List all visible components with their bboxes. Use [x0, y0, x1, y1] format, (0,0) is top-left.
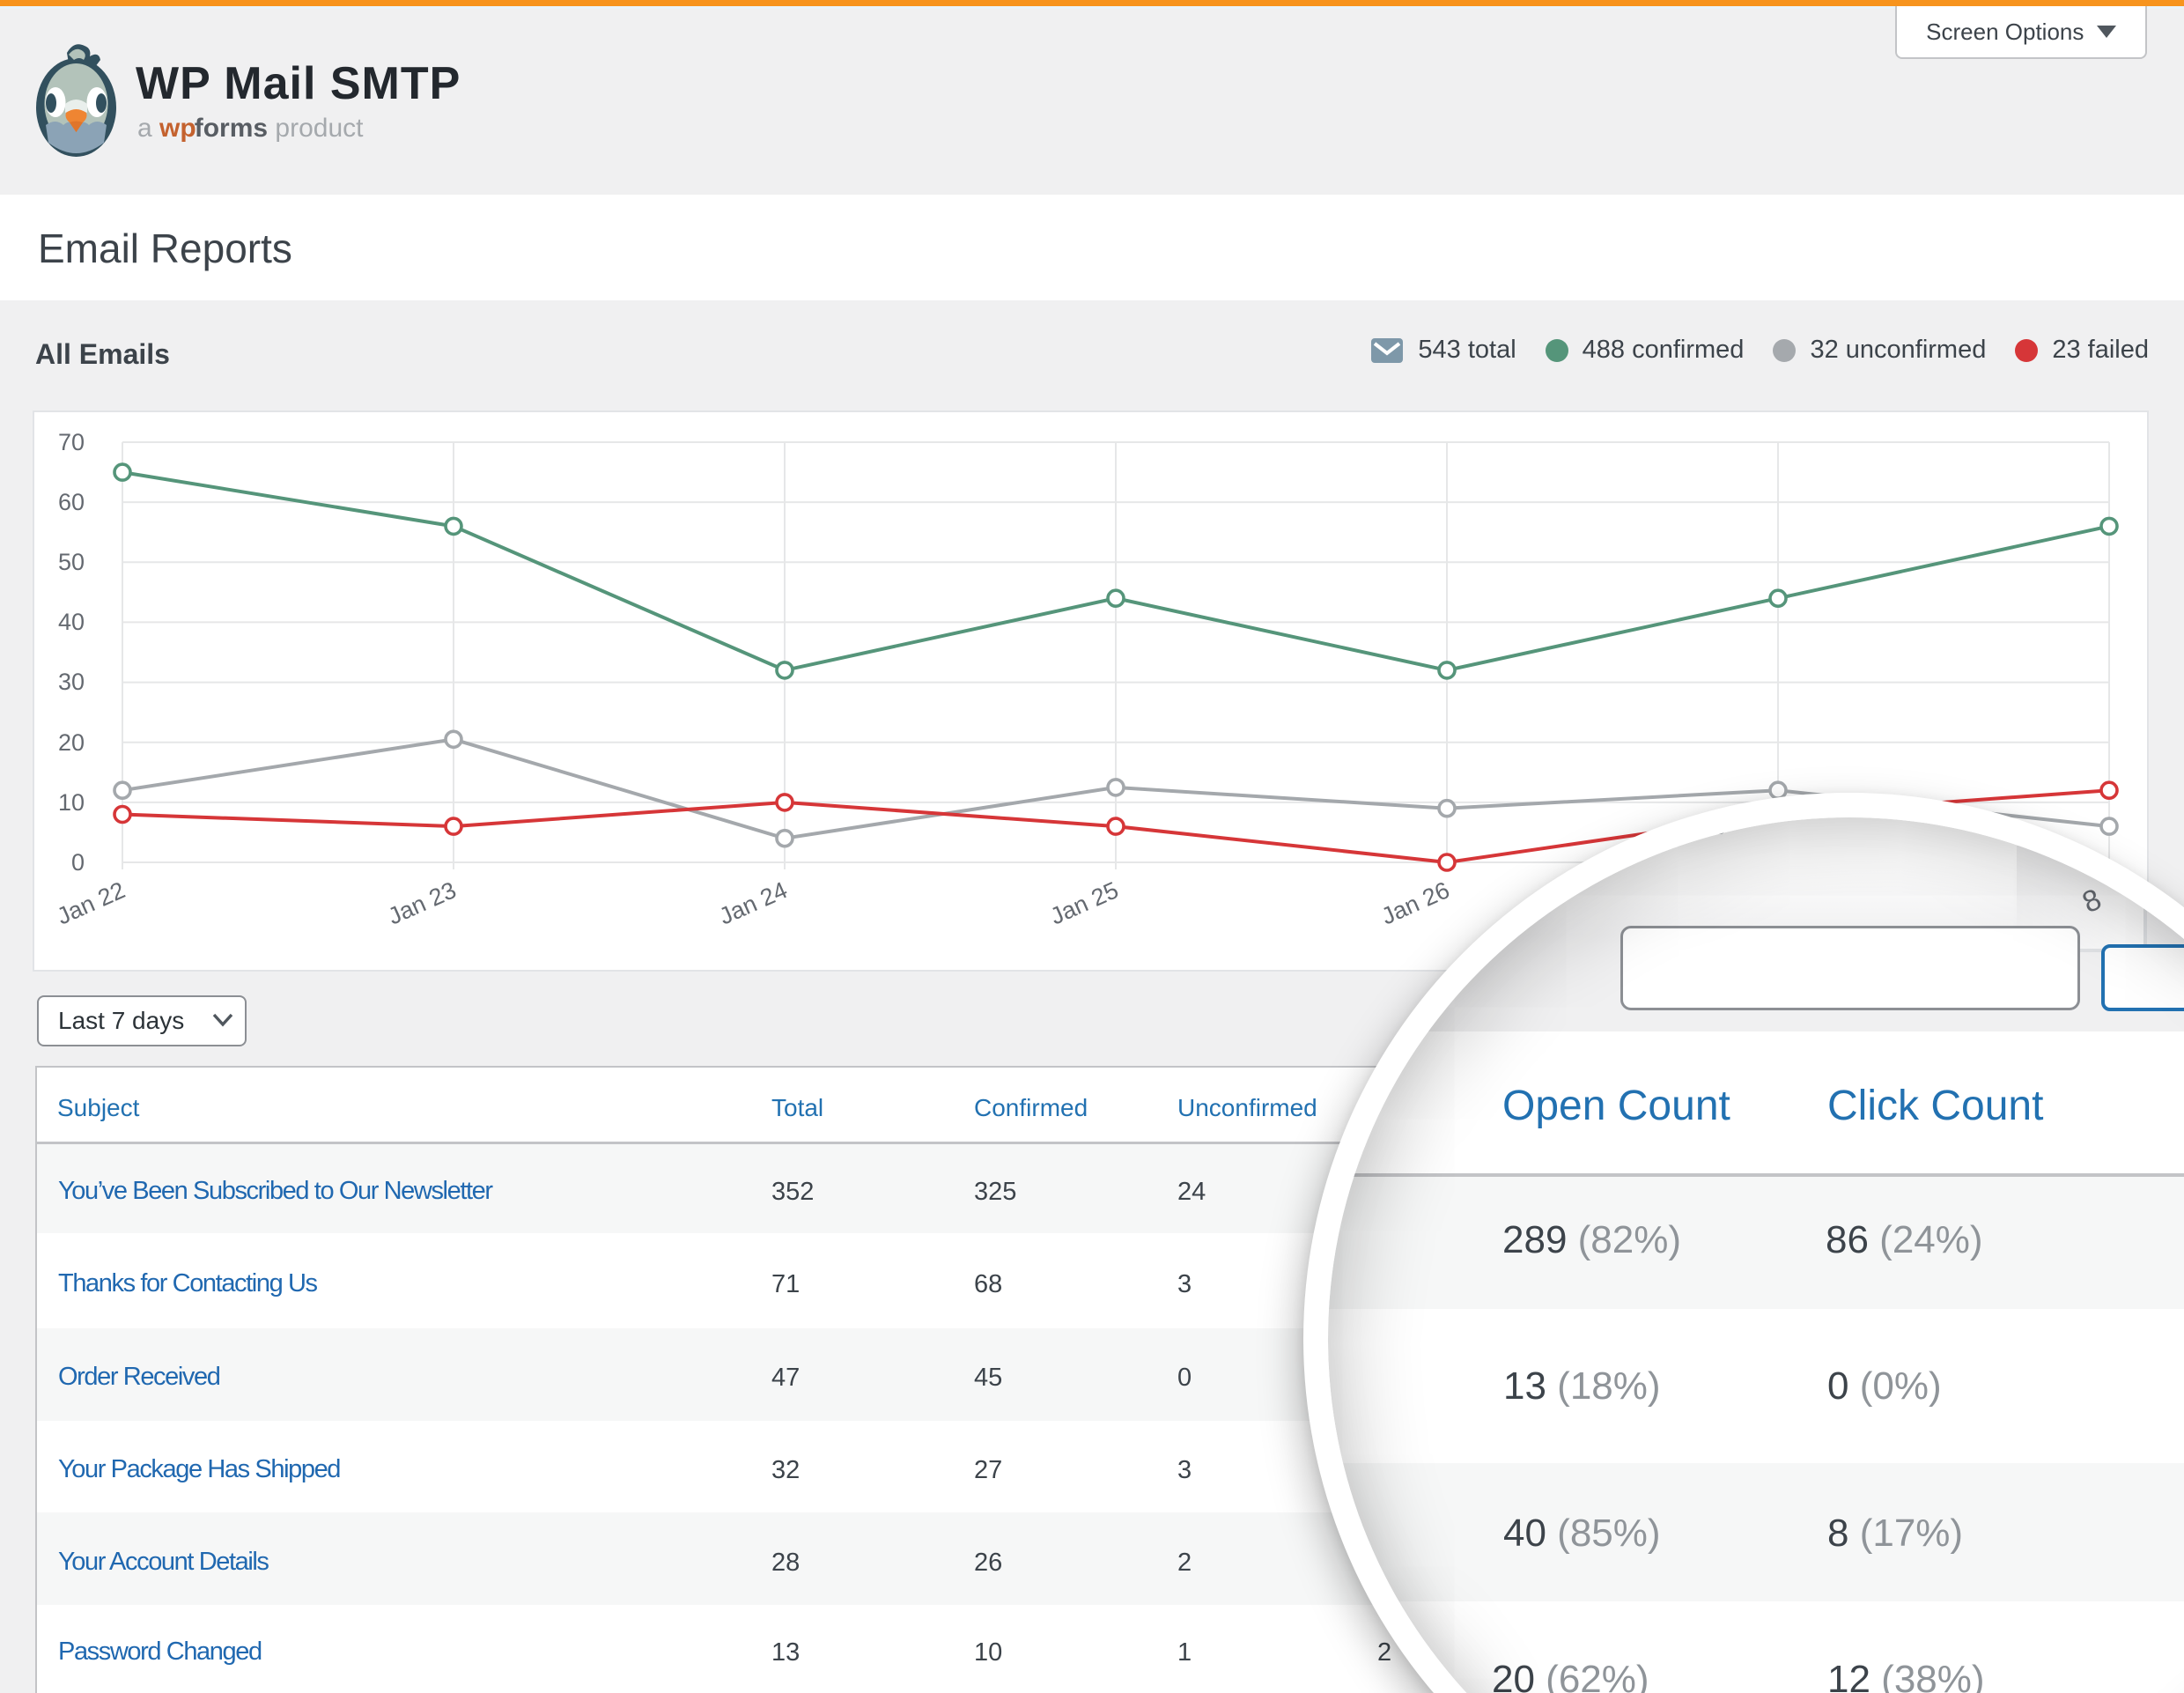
svg-text:40: 40 — [58, 609, 85, 635]
svg-text:10: 10 — [58, 789, 85, 816]
svg-text:70: 70 — [58, 429, 85, 455]
svg-text:20: 20 — [58, 729, 85, 756]
svg-text:30: 30 — [58, 669, 85, 695]
svg-text:60: 60 — [58, 489, 85, 515]
svg-text:0: 0 — [71, 849, 85, 876]
svg-text:50: 50 — [58, 549, 85, 575]
